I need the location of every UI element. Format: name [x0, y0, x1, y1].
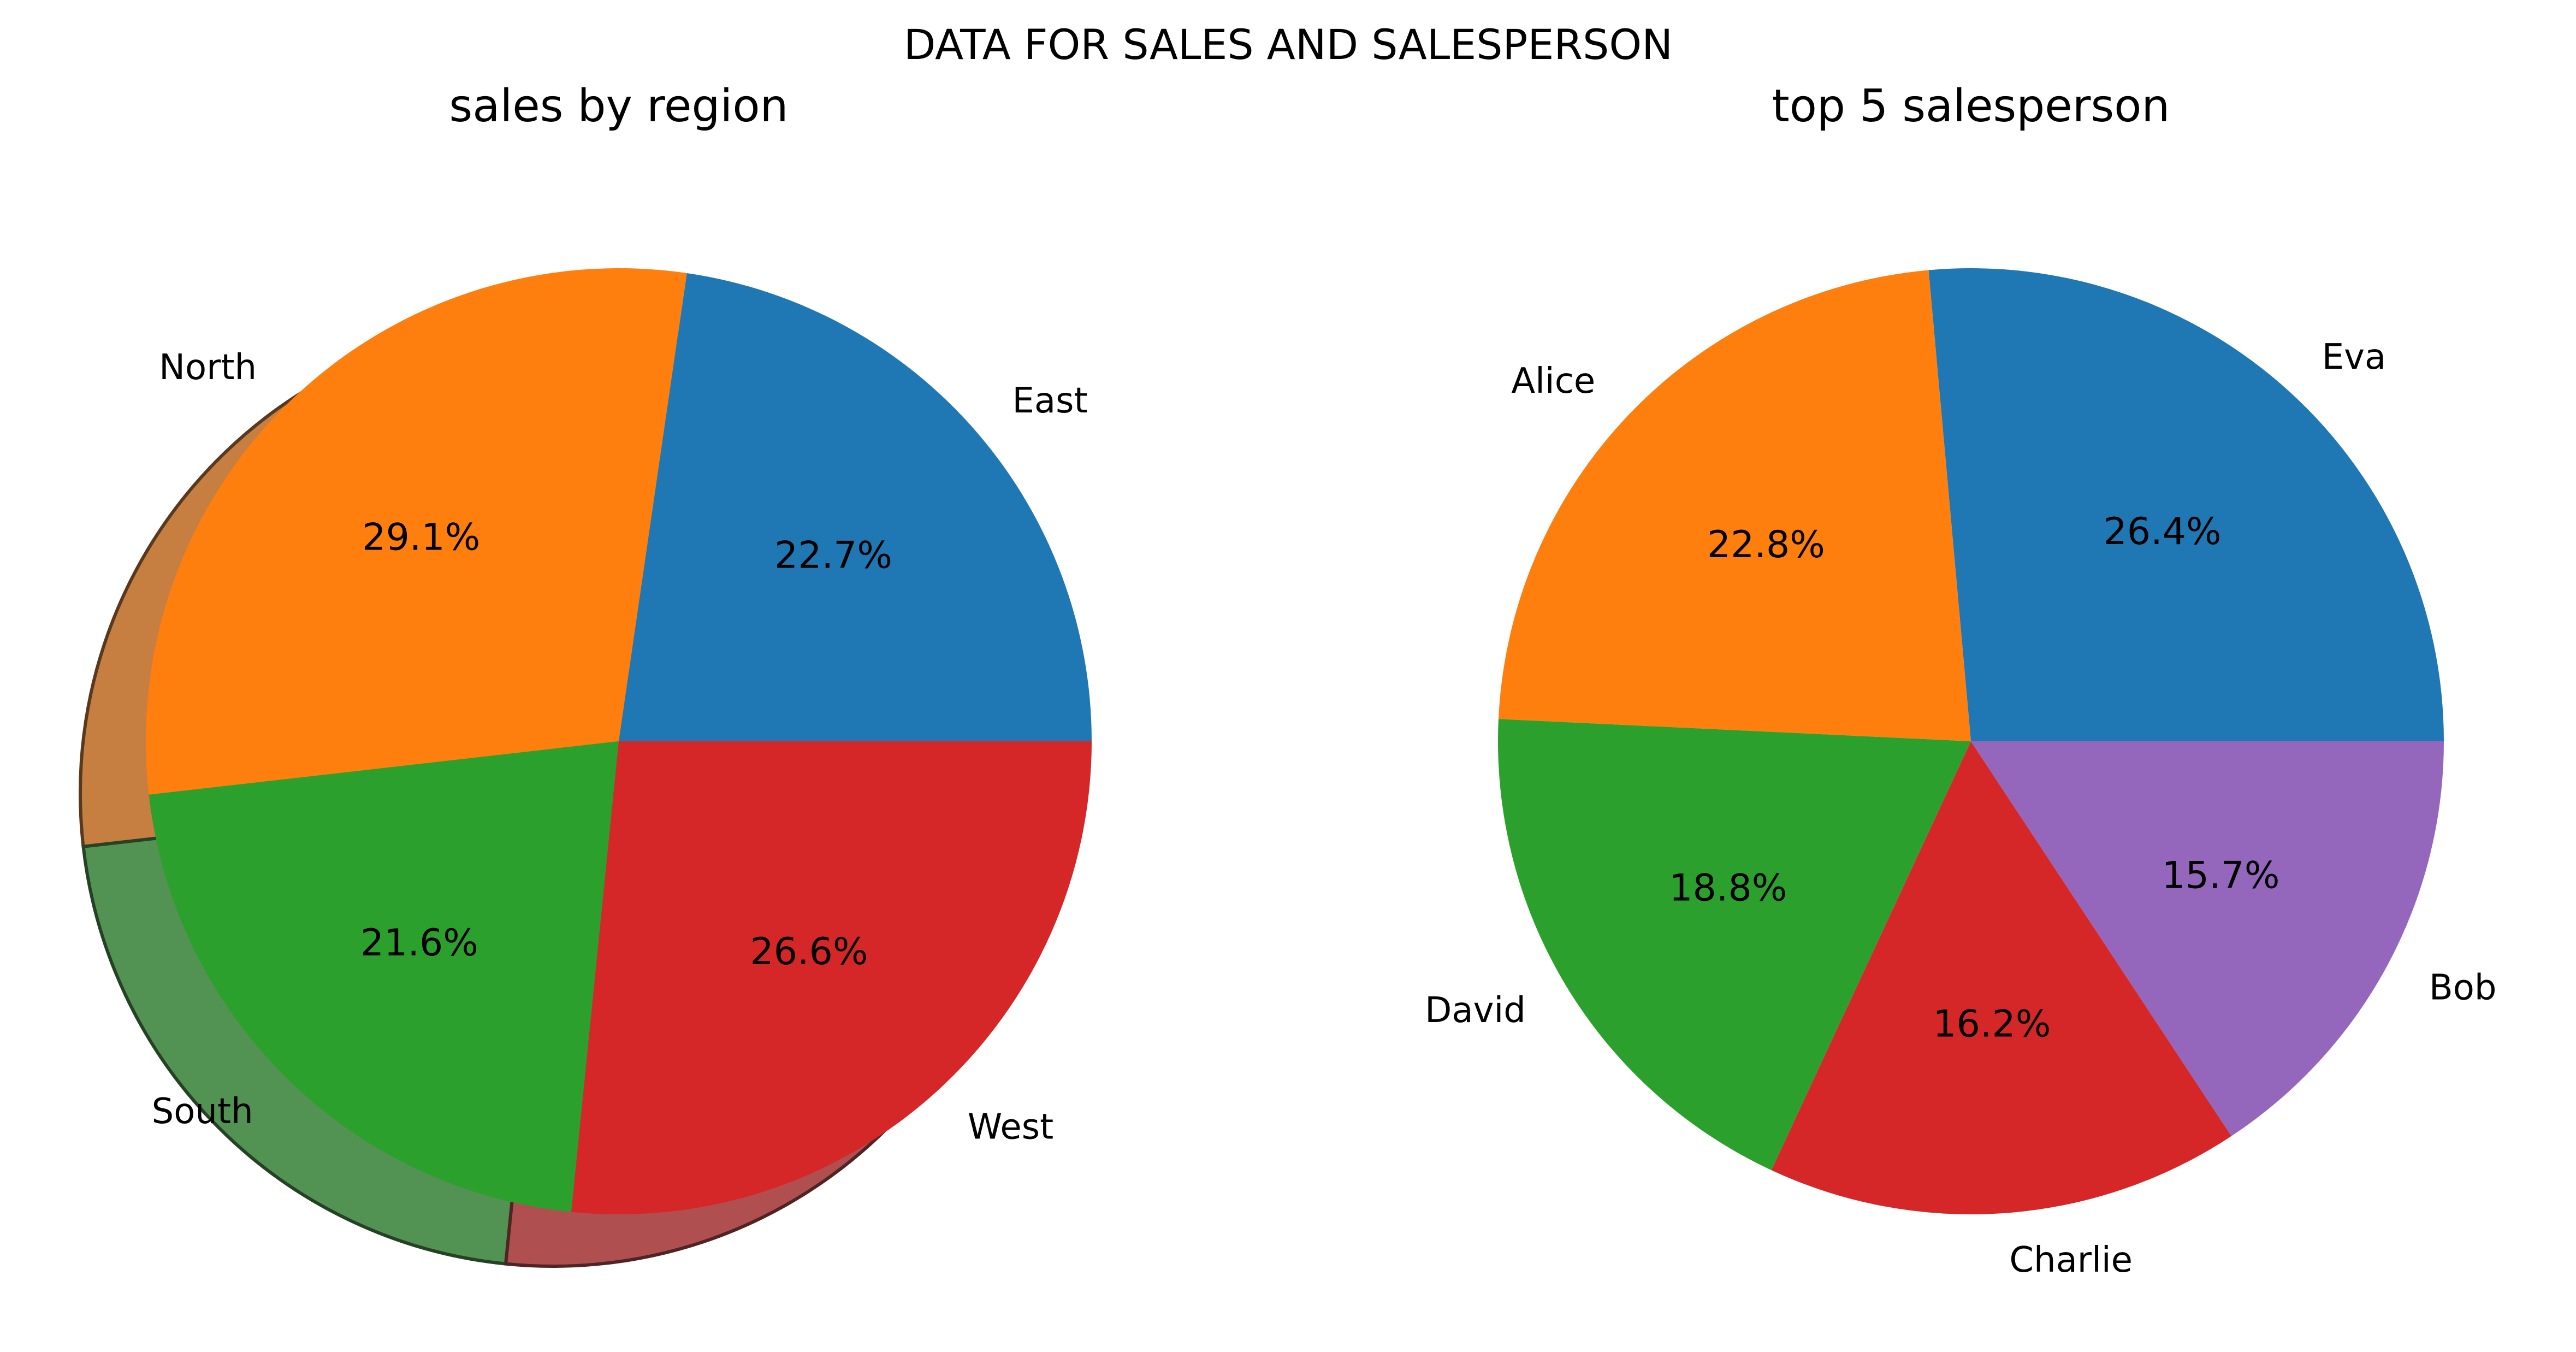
- pie-label-east: East: [1012, 381, 1087, 421]
- pie-label-north: North: [159, 347, 257, 388]
- pie-percent-bob: 15.7%: [2162, 854, 2280, 898]
- pie-slices: [1498, 268, 2444, 1214]
- pie-slices: [145, 268, 1092, 1215]
- pie-percent-eva: 26.4%: [2104, 510, 2222, 553]
- pie-slice-david: [1498, 719, 1971, 1171]
- pie-title-sales-by-region: sales by region: [449, 80, 789, 132]
- pie-percent-charlie: 16.2%: [1933, 1003, 2051, 1046]
- pie-label-alice: Alice: [1511, 361, 1595, 402]
- pie-label-eva: Eva: [2322, 337, 2386, 377]
- pie-label-south: South: [152, 1091, 253, 1132]
- figure-title: DATA FOR SALES AND SALESPERSON: [904, 20, 1673, 69]
- pie-slice-eva: [1928, 268, 2444, 742]
- pie-percent-east: 22.7%: [774, 534, 892, 577]
- pie-labels: East 22.7% North 29.1% South 21.6% West 26.6%: [152, 347, 1088, 1148]
- pie-slice-east: [619, 273, 1092, 741]
- pie-slice-alice: [1498, 270, 1971, 741]
- pie-slice-north: [145, 268, 687, 795]
- pie-chart-sales-by-region: sales by region East 22.7% North 29.1% South…: [79, 80, 1092, 1268]
- pie-label-bob: Bob: [2429, 967, 2497, 1008]
- pie-percent-alice: 22.8%: [1707, 523, 1825, 566]
- pie-slice-west: [571, 741, 1092, 1215]
- pie-title-top-5-salesperson: top 5 salesperson: [1772, 80, 2170, 132]
- pie-labels: Eva 26.4% Alice 22.8% David 18.8% Charlie 16.2%…: [1425, 337, 2496, 1280]
- pie-percent-north: 29.1%: [362, 516, 480, 559]
- pie-label-west: West: [968, 1107, 1053, 1148]
- pie-slice-charlie: [1771, 741, 2232, 1214]
- pie-percent-west: 26.6%: [750, 930, 868, 973]
- pie-slice-bob: [1971, 741, 2444, 1136]
- pie-percent-south: 21.6%: [360, 922, 478, 965]
- pie-chart-top-5-salesperson: top 5 salesperson Eva 26.4% Alice 22.8% Davi…: [1425, 80, 2496, 1280]
- pie-label-charlie: Charlie: [2009, 1240, 2133, 1280]
- pie-label-david: David: [1425, 990, 1526, 1031]
- pie-percent-david: 18.8%: [1669, 866, 1787, 910]
- pie-slice-south: [149, 741, 619, 1212]
